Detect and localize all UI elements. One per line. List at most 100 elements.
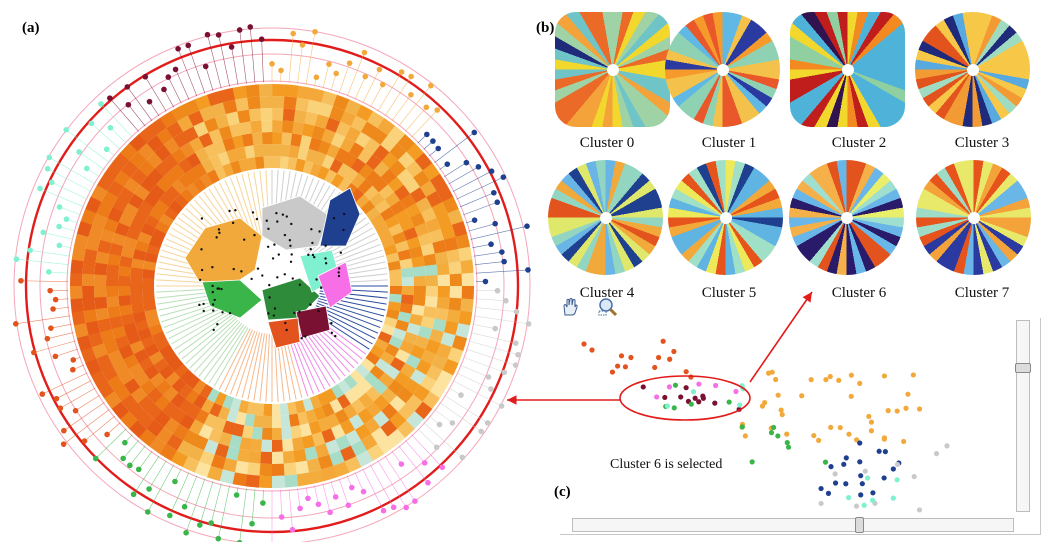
lollipop-dot[interactable] [44, 165, 51, 172]
map-region[interactable] [261, 277, 321, 321]
lollipop-dot[interactable] [46, 154, 53, 161]
lollipop-dot[interactable] [482, 278, 489, 285]
lollipop-dot[interactable] [327, 509, 333, 516]
lollipop-dot[interactable] [204, 31, 211, 38]
lollipop-dot[interactable] [70, 366, 76, 373]
lollipop-dot[interactable] [40, 229, 47, 236]
lollipop-dot[interactable] [297, 505, 303, 512]
lollipop-dot[interactable] [428, 82, 434, 89]
lollipop-dot[interactable] [249, 520, 255, 527]
lollipop-dot[interactable] [333, 70, 339, 77]
lollipop-dot[interactable] [326, 61, 332, 67]
lollipop-dot[interactable] [228, 44, 235, 50]
lollipop-dot[interactable] [260, 500, 266, 506]
lollipop-dot[interactable] [92, 455, 99, 462]
lollipop-dot[interactable] [122, 439, 128, 446]
lollipop-dot[interactable] [494, 199, 501, 206]
lollipop-dot[interactable] [63, 126, 70, 133]
lollipop-dot[interactable] [459, 454, 466, 461]
lollipop-dot[interactable] [376, 66, 383, 73]
lollipop-dot[interactable] [185, 42, 192, 49]
map-region[interactable] [201, 279, 263, 319]
cluster-wheel-2[interactable] [790, 12, 905, 127]
lollipop-dot[interactable] [349, 484, 355, 491]
lollipop-dot[interactable] [27, 247, 33, 254]
lollipop-dot[interactable] [290, 30, 296, 37]
lollipop-dot[interactable] [39, 391, 46, 397]
lollipop-dot[interactable] [70, 357, 77, 363]
map-region[interactable] [267, 317, 301, 349]
lollipop-dot[interactable] [52, 353, 59, 360]
lollipop-dot[interactable] [53, 395, 60, 402]
lollipop-dot[interactable] [501, 258, 507, 265]
lollipop-dot[interactable] [215, 32, 222, 38]
lollipop-dot[interactable] [233, 492, 240, 498]
map-region[interactable] [317, 261, 353, 309]
lollipop-dot[interactable] [13, 256, 20, 262]
lollipop-dot[interactable] [398, 69, 405, 75]
cluster-wheel-1[interactable] [665, 12, 780, 127]
lollipop-dot[interactable] [76, 149, 82, 155]
lollipop-dot[interactable] [146, 98, 153, 105]
lollipop-dot[interactable] [181, 503, 188, 510]
lollipop-dot[interactable] [278, 67, 284, 74]
lollipop-dot[interactable] [37, 185, 43, 192]
lollipop-dot[interactable] [475, 164, 482, 170]
lollipop-dot[interactable] [435, 145, 442, 152]
lollipop-dot[interactable] [492, 325, 499, 332]
lollipop-dot[interactable] [88, 120, 95, 127]
lollipop-dot[interactable] [484, 420, 491, 426]
lollipop-dot[interactable] [61, 427, 67, 434]
lollipop-dot[interactable] [423, 104, 430, 111]
lollipop-dot[interactable] [197, 522, 203, 528]
lollipop-dot[interactable] [236, 27, 243, 33]
lollipop-dot[interactable] [165, 74, 172, 80]
lollipop-dot[interactable] [425, 479, 431, 486]
lollipop-dot[interactable] [215, 535, 222, 542]
lollipop-dot[interactable] [120, 455, 126, 462]
lollipop-dot[interactable] [436, 421, 443, 428]
lollipop-dot[interactable] [124, 84, 131, 90]
lollipop-dot[interactable] [127, 462, 133, 469]
lollipop-dot[interactable] [332, 494, 339, 500]
lollipop-dot[interactable] [57, 405, 64, 412]
map-region[interactable] [319, 187, 361, 247]
lollipop-dot[interactable] [84, 165, 90, 172]
lollipop-dot[interactable] [146, 486, 152, 492]
lollipop-dot[interactable] [183, 529, 189, 536]
cluster-wheel-3[interactable] [915, 12, 1030, 127]
cluster-wheel-4[interactable] [548, 160, 663, 275]
lollipop-dot[interactable] [269, 61, 275, 67]
lollipop-dot[interactable] [403, 504, 409, 511]
radial-visualization[interactable] [0, 0, 540, 542]
lollipop-dot[interactable] [103, 146, 110, 153]
lollipop-dot[interactable] [72, 407, 79, 414]
lollipop-dot[interactable] [13, 321, 19, 327]
lollipop-dot[interactable] [48, 325, 54, 331]
lollipop-dot[interactable] [434, 107, 441, 113]
lollipop-dot[interactable] [408, 73, 414, 80]
lollipop-dot[interactable] [142, 73, 149, 80]
lollipop-dot[interactable] [498, 403, 505, 409]
lollipop-dot[interactable] [18, 277, 24, 284]
lollipop-dot[interactable] [130, 491, 137, 498]
horizontal-slider-thumb[interactable] [855, 517, 864, 533]
lollipop-dot[interactable] [31, 349, 37, 356]
lollipop-dot[interactable] [56, 242, 63, 249]
lollipop-dot[interactable] [175, 46, 181, 52]
vertical-zoom-slider[interactable] [1015, 320, 1031, 512]
lollipop-dot[interactable] [515, 351, 521, 358]
lollipop-dot[interactable] [63, 216, 70, 223]
lollipop-dot[interactable] [463, 159, 470, 166]
lollipop-dot[interactable] [362, 73, 369, 80]
lollipop-dot[interactable] [512, 362, 519, 368]
lollipop-dot[interactable] [202, 63, 209, 70]
lollipop-dot[interactable] [503, 297, 509, 304]
lollipop-dot[interactable] [107, 124, 114, 131]
lollipop-dot[interactable] [236, 539, 243, 542]
lollipop-dot[interactable] [45, 269, 52, 275]
lollipop-dot[interactable] [81, 438, 88, 444]
lollipop-dot[interactable] [458, 392, 464, 398]
lollipop-dot[interactable] [104, 431, 110, 438]
lollipop-dot[interactable] [471, 129, 478, 136]
